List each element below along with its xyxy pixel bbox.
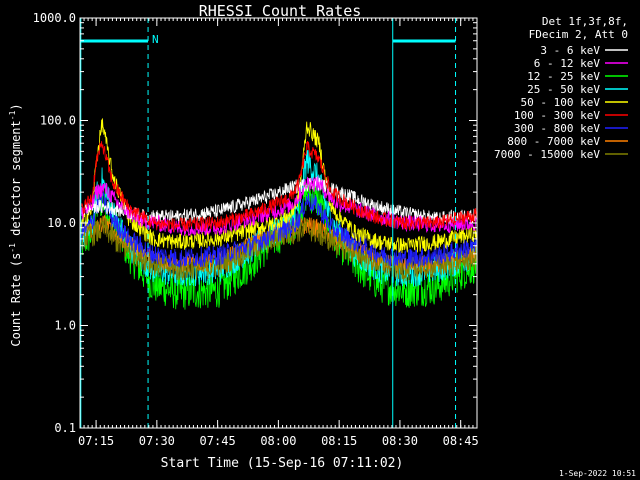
series-line-100-300-keV	[79, 140, 478, 233]
legend-label: 7000 - 15000 keV	[494, 148, 600, 161]
generation-timestamp: 1-Sep-2022 10:51	[559, 469, 636, 478]
axis-layer: 0.1 1.0 10.0 100.0 1000.0 07:15 07:30 07:45 08:0…	[33, 11, 479, 448]
legend-header-line-2: FDecim 2, Att 0	[529, 28, 628, 41]
x-tick-label: 08:45	[443, 434, 479, 448]
chart-title: RHESSI Count Rates	[199, 2, 362, 20]
legend-label: 25 - 50 keV	[527, 83, 600, 96]
y-tick-label: 100.0	[40, 114, 76, 128]
x-tick-label: 08:30	[382, 434, 418, 448]
legend-header-line-1: Det 1f,3f,8f,	[542, 15, 628, 28]
night-marker-label: N	[152, 33, 159, 46]
series-line-300-800-keV	[79, 191, 478, 270]
legend-label: 50 - 100 keV	[521, 96, 601, 109]
y-tick-label: 1000.0	[33, 11, 76, 25]
legend-label: 100 - 300 keV	[514, 109, 600, 122]
legend-label: 3 - 6 keV	[540, 44, 600, 57]
x-tick-label: 08:15	[321, 434, 357, 448]
y-tick-label: 10.0	[47, 216, 76, 230]
y-tick-label: 1.0	[54, 319, 76, 333]
x-axis-label: Start Time (15-Sep-16 07:11:02)	[161, 456, 404, 471]
y-tick-label: 0.1	[54, 421, 76, 435]
series-line-50-100-keV	[79, 118, 478, 254]
series-layer	[79, 118, 478, 310]
legend-label: 300 - 800 keV	[514, 122, 600, 135]
legend-label: 6 - 12 keV	[534, 57, 601, 70]
legend-label: 12 - 25 keV	[527, 70, 600, 83]
x-tick-label: 07:30	[139, 434, 175, 448]
x-tick-label: 08:00	[260, 434, 296, 448]
x-tick-label: 07:45	[200, 434, 236, 448]
legend-label: 800 - 7000 keV	[507, 135, 600, 148]
x-tick-label: 07:15	[78, 434, 114, 448]
y-axis-label: Count Rate (s-1 detector segment-1)	[8, 103, 23, 346]
